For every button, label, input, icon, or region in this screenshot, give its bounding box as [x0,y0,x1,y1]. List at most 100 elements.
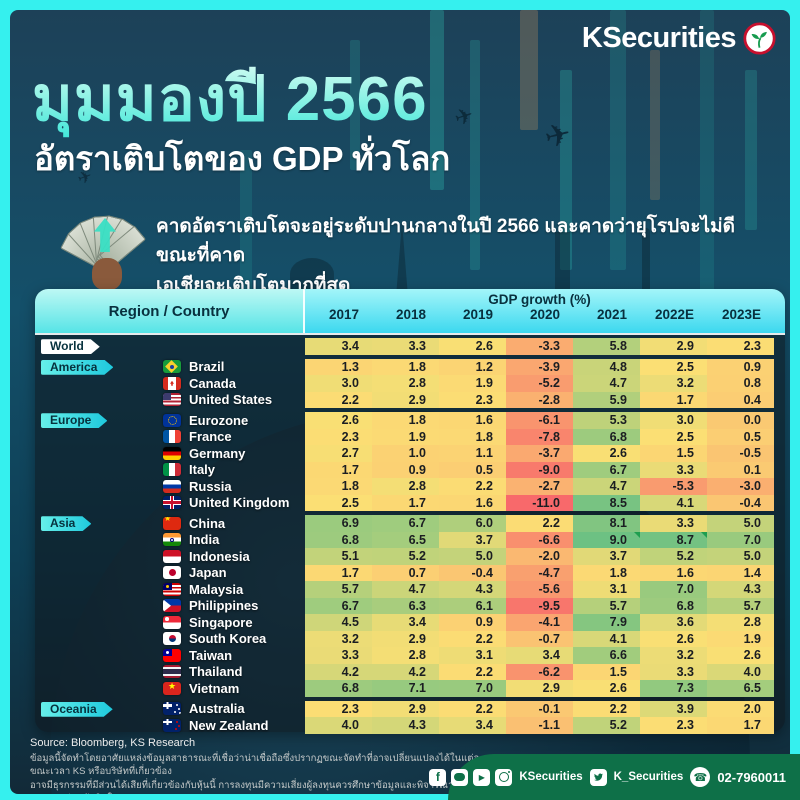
table-row: Germany 2.7 1.0 1.1 -3.7 2.6 1.5 -0.5 [35,445,785,462]
gdp-value-cell: 1.8 [305,478,372,495]
gdp-value-cell: 2.0 [707,700,774,717]
gdp-value-cell: 1.2 [439,358,506,375]
gdp-value-cell: 5.2 [640,548,707,565]
gdp-value-cell: 6.1 [439,597,506,614]
table-row: New Zealand 4.0 4.3 3.4 -1.1 5.2 2.3 1.7 [35,717,785,734]
gdp-value-cell: 4.2 [305,663,372,680]
table-row: Taiwan 3.3 2.8 3.1 3.4 6.6 3.2 2.6 [35,647,785,664]
year-columns: 2017 2018 2019 2020 2021 2022E 2023E [305,307,774,322]
social-contact-bar: KSecurities K_Securities ☎ 02-7960011 [429,754,800,800]
eurozone-flag-icon [163,413,181,427]
gdp-value-cell: 1.9 [707,630,774,647]
row-label-zone: Canada [35,375,305,392]
country-name: Australia [189,701,245,717]
gdp-value-cell: 9.0 [573,531,640,548]
gdp-value-cell: 1.8 [439,428,506,445]
gdp-value-cell: 3.2 [305,630,372,647]
row-label-zone: America Brazil [35,359,305,376]
gdp-value-cell: 2.2 [439,478,506,495]
table-row: World 3.4 3.3 2.6 -3.3 5.8 2.9 2.3 [35,338,785,355]
region-tag-area: Oceania [35,700,163,718]
gdp-value-cell: 2.6 [573,680,640,697]
region-tag-america: America [41,360,113,375]
table-row: Canada 3.0 2.8 1.9 -5.2 4.7 3.2 0.8 [35,375,785,392]
country-name: United Kingdom [189,495,290,511]
gdp-value-cell: -2.8 [506,391,573,408]
new-zealand-flag-icon [163,718,181,732]
gdp-value-cell: -0.4 [439,564,506,581]
row-label-zone: Japan [35,565,305,582]
tv-tower-silhouette [642,228,650,292]
year-column-label: 2017 [328,307,359,322]
gdp-value-cell: 3.0 [640,412,707,429]
table-row: Malaysia 5.7 4.7 4.3 -5.6 3.1 7.0 4.3 [35,581,785,598]
gdp-value-cell: 0.5 [707,428,774,445]
row-label-zone: Singapore [35,614,305,631]
gdp-value-cell: -4.7 [506,564,573,581]
table-row: America Brazil 1.3 1.8 1.2 -3.9 4.8 2.5 0.9 [35,358,785,376]
gdp-value-cell: -4.1 [506,614,573,631]
gdp-value-cell: 6.8 [305,531,372,548]
gdp-value-cell: 2.9 [372,391,439,408]
year-column-label: 2022E [654,307,694,322]
gdp-value-cell: 2.2 [506,515,573,532]
gdp-value-cell: -11.0 [506,494,573,511]
south-korea-flag-icon [163,632,181,646]
table-row: United Kingdom 2.5 1.7 1.6 -11.0 8.5 4.1 -0.4 [35,494,785,511]
gdp-value-cell: 2.5 [640,358,707,375]
gdp-value-cell: 4.1 [640,494,707,511]
country-name: Canada [189,375,236,391]
gdp-value-cell: 5.2 [573,717,640,734]
gdp-value-cell: 1.7 [640,391,707,408]
gdp-value-cell: 2.5 [640,428,707,445]
gdp-value-cell: 5.0 [707,515,774,532]
gdp-value-cell: 2.2 [439,630,506,647]
country-name: Thailand [189,664,243,680]
row-label-zone: Asia China [35,515,305,532]
country-name: Vietnam [189,680,240,696]
gdp-value-cell: 4.8 [573,358,640,375]
candlestick-decoration [610,10,626,270]
gdp-value-cell: 1.7 [707,717,774,734]
hand-icon [92,258,122,290]
disclaimer-line-1: ข้อมูลนี้จัดทำโดยอาศัยแหล่งข้อมูลสาธารณะ… [30,753,485,778]
gdp-value-cell: 0.8 [707,375,774,392]
table-body: World 3.4 3.3 2.6 -3.3 5.8 2.9 2.3 America Brazil… [35,335,785,734]
gdp-value-cell: 2.3 [707,338,774,355]
singapore-flag-icon [163,615,181,629]
money-fan-icon [58,202,150,294]
gdp-value-cell: -9.5 [506,597,573,614]
page-subtitle: อัตราเติบโตของ GDP ทั่วโลก [34,140,451,177]
year-column-label: 2023E [721,307,761,322]
malaysia-flag-icon [163,582,181,596]
row-label-zone: Germany [35,445,305,462]
gdp-value-cell: 6.9 [305,515,372,532]
gdp-value-cell: 1.9 [439,375,506,392]
gdp-value-cell: 7.1 [372,680,439,697]
gdp-value-cell: 4.3 [707,581,774,598]
row-label-zone: France [35,429,305,446]
region-tag-oceania: Oceania [41,702,113,717]
gdp-value-cell: 3.7 [573,548,640,565]
brazil-flag-icon [163,360,181,374]
gdp-value-cell: 2.2 [305,391,372,408]
candlestick-decoration [560,70,572,270]
gdp-value-cell: 6.3 [372,597,439,614]
gdp-value-cell: 5.7 [305,581,372,598]
gdp-value-cell: 1.8 [573,564,640,581]
gdp-value-cell: 1.6 [640,564,707,581]
gdp-value-cell: 2.9 [372,630,439,647]
gdp-value-cell: 1.8 [372,412,439,429]
indonesia-flag-icon [163,549,181,563]
year-column-label: 2021 [596,307,627,322]
row-label-zone: Italy [35,462,305,479]
country-name: Singapore [189,614,253,630]
gdp-value-cell: -2.7 [506,478,573,495]
disclaimer-line-2: อาจมีธุรกรรมที่มีส่วนได้เสียที่เกี่ยวข้อ… [30,779,475,794]
country-name: India [189,532,220,548]
gdp-value-cell: 7.0 [640,581,707,598]
gdp-value-cell: 5.0 [439,548,506,565]
gdp-value-cell: 3.1 [439,647,506,664]
table-row: Oceania Australia 2.3 2.9 2.2 -0.1 2.2 3.9 2.0 [35,700,785,718]
row-label-zone: Thailand [35,664,305,681]
